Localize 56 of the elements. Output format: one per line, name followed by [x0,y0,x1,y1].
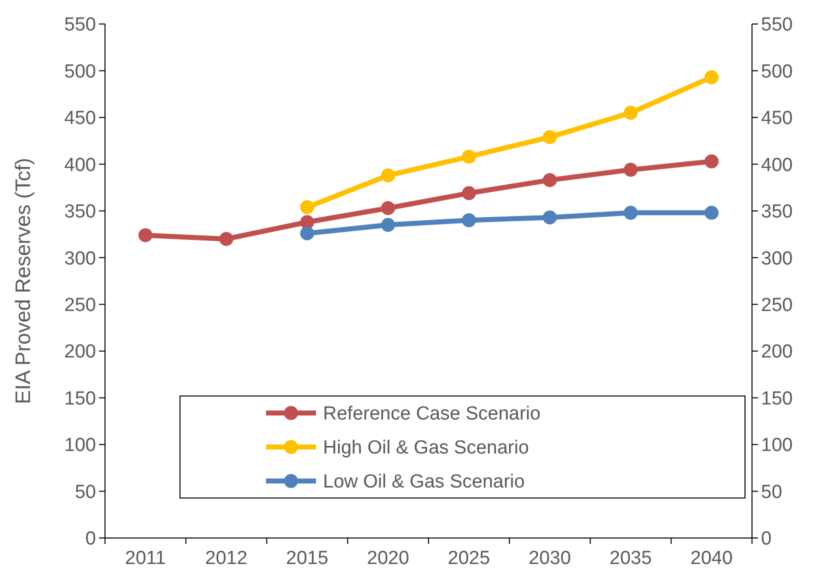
point [542,173,557,188]
x-tick-label: 2035 [610,548,652,569]
y2-tick-label: 450 [761,108,793,130]
point [624,106,638,120]
y2-tick-label: 300 [761,248,793,270]
y2-tick-label: 200 [761,342,793,363]
point [300,215,314,230]
x-tick-label: 2040 [690,548,733,569]
x-tick-label: 2015 [286,548,328,569]
point [381,218,396,232]
y-tick-label: 150 [64,388,96,410]
x-tick-label: 2025 [448,548,490,569]
y2-tick-label: 150 [761,388,793,410]
legend-label: Reference Case Scenario [323,404,541,425]
point [542,210,557,224]
y-tick-label: 250 [64,295,96,316]
point [462,186,476,200]
y-tick-label: 200 [64,342,96,363]
y-tick-label: 400 [64,154,96,176]
x-tick-label: 2011 [125,548,166,569]
point [624,206,638,220]
y2-tick-label: 500 [761,61,793,82]
x-tick-label: 2012 [205,548,248,569]
legend-label: High Oil & Gas Scenario [323,438,529,459]
point [624,162,638,177]
point [138,228,152,242]
y2-tick-label: 550 [761,14,793,36]
point [704,70,719,84]
point [462,213,476,228]
y2-tick-label: 0 [761,528,772,550]
x-tick-label: 2030 [528,548,571,569]
point [300,226,314,240]
point [542,130,557,144]
y2-tick-label: 50 [761,482,782,503]
point [704,154,719,168]
point [381,168,396,182]
y-tick-label: 450 [64,108,96,130]
point [219,232,234,246]
y2-tick-label: 250 [761,295,793,316]
y-tick-label: 500 [64,61,96,82]
y-tick-label: 0 [85,528,96,550]
point [462,150,476,164]
y2-tick-label: 350 [761,202,793,223]
y-axis-title: EIA Proved Reserves (Tcf) [12,158,35,404]
y2-tick-label: 100 [761,435,793,456]
y-tick-label: 100 [64,435,96,456]
legend-label: Low Oil & Gas Scenario [323,472,525,493]
y-tick-label: 350 [64,202,96,223]
point [381,201,396,216]
y2-tick-label: 400 [761,154,793,176]
y-tick-label: 550 [64,14,96,36]
y-tick-label: 300 [64,248,96,270]
point [704,206,719,220]
y-tick-label: 50 [74,482,96,503]
point [300,200,314,214]
x-tick-label: 2020 [366,548,410,569]
